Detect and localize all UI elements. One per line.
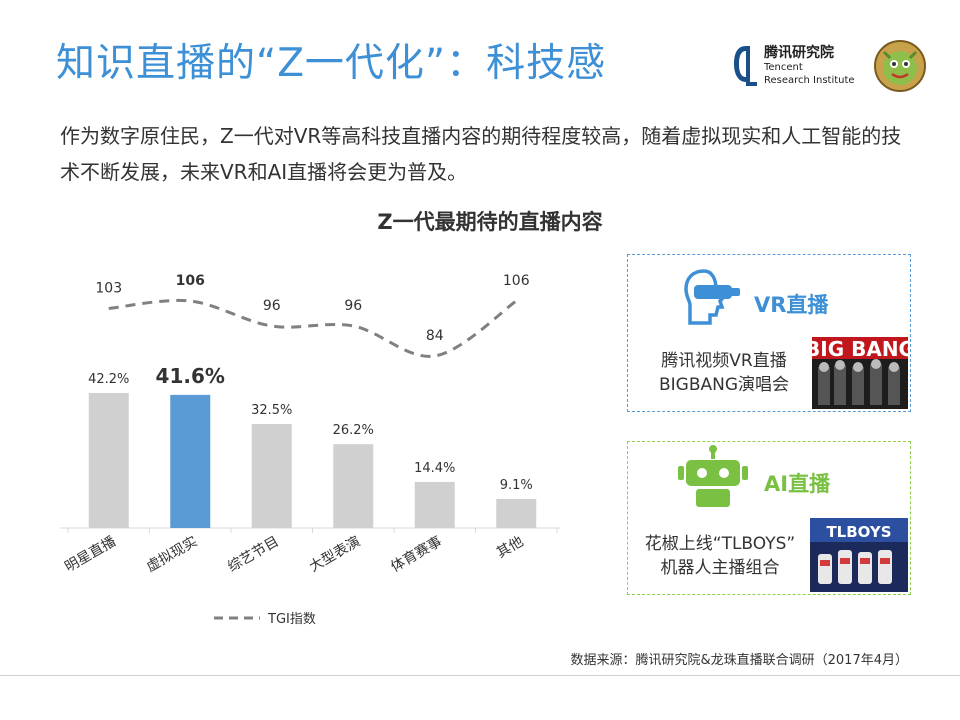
vr-headset-icon xyxy=(684,269,740,325)
ai-live-card: AI直播 花椒上线“TLBOYS” 机器人主播组合 TLBOYS xyxy=(627,441,911,595)
category-label: 综艺节目 xyxy=(225,534,281,576)
bar-value-label: 14.4% xyxy=(414,461,455,476)
bar xyxy=(251,424,292,528)
ai-card-text: 花椒上线“TLBOYS” 机器人主播组合 xyxy=(632,532,808,580)
tgi-value-label: 96 xyxy=(263,298,281,314)
logo-mark-icon xyxy=(734,46,757,86)
logo-en-line1: Tencent xyxy=(764,62,803,73)
vr-card-line1: 腾讯视频VR直播 xyxy=(661,351,787,371)
vr-card-text: 腾讯视频VR直播 BIGBANG演唱会 xyxy=(636,349,812,397)
tgi-bar-line-chart: 42.2% 明星直播 41.6% 虚拟现实 32.5% 综艺节目 26.2% 大型表演 14.4… xyxy=(60,273,560,576)
tgi-line xyxy=(108,298,518,358)
vr-card-line2: BIGBANG演唱会 xyxy=(658,375,790,395)
ai-card-line1: 花椒上线“TLBOYS” xyxy=(644,534,796,554)
bar xyxy=(496,498,537,528)
bar xyxy=(333,444,374,528)
tgi-value-label: 96 xyxy=(344,298,362,314)
bigbang-concert-image: BIG BANG xyxy=(812,337,908,409)
data-source: 数据来源：腾讯研究院&龙珠直播联合调研（2017年4月） xyxy=(570,653,909,668)
logo-cn-text: 腾讯研究院 xyxy=(764,45,834,61)
robot-icon xyxy=(678,445,748,507)
category-label: 明星直播 xyxy=(62,533,119,576)
bar xyxy=(88,392,129,528)
legend-label: TGI指数 xyxy=(268,612,316,627)
category-label: 大型表演 xyxy=(307,534,363,576)
tlboys-robot-image: TLBOYS xyxy=(810,518,908,592)
bar-value-label: 26.2% xyxy=(333,423,374,438)
page-title: 知识直播的“Z一代化”：科技感 xyxy=(56,41,607,86)
tgi-value-label: 106 xyxy=(176,273,205,289)
tgi-value-label: 106 xyxy=(503,273,530,289)
bottom-divider xyxy=(0,675,960,676)
chart-legend: TGI指数 xyxy=(214,608,316,627)
ai-card-line2: 机器人主播组合 xyxy=(660,558,780,578)
category-label: 其他 xyxy=(494,534,526,562)
category-label: 体育赛事 xyxy=(388,534,444,576)
bar-value-label: 42.2% xyxy=(88,372,129,387)
tlboys-thumbnail: TLBOYS xyxy=(810,518,908,592)
description: 作为数字原住民，Z一代对VR等高科技直播内容的期待程度较高，随着虚拟现实和人工智… xyxy=(60,124,902,184)
bar-value-label: 9.1% xyxy=(500,478,533,493)
vr-card-heading: VR直播 xyxy=(754,293,829,317)
tgi-value-label: 103 xyxy=(95,281,122,297)
thumbnail-caption: BIG BANG xyxy=(812,337,908,361)
vr-live-card: VR直播 腾讯视频VR直播 BIGBANG演唱会 BIG BANG xyxy=(627,254,911,412)
tencent-research-logo: 腾讯研究院 Tencent Research Institute xyxy=(730,40,930,100)
mascot-icon xyxy=(874,40,926,92)
chart-title: Z一代最期待的直播内容 xyxy=(377,210,603,234)
bigbang-thumbnail: BIG BANG xyxy=(812,337,908,409)
bar xyxy=(170,394,211,528)
bar xyxy=(414,481,455,528)
thumbnail-caption: TLBOYS xyxy=(826,523,891,541)
bar-value-label: 32.5% xyxy=(251,403,292,418)
category-label: 虚拟现实 xyxy=(144,534,200,576)
ai-card-heading: AI直播 xyxy=(764,472,831,496)
legend-dash-icon xyxy=(214,616,260,619)
logo-en-line2: Research Institute xyxy=(764,75,855,86)
bar-value-label: 41.6% xyxy=(156,364,225,388)
tgi-value-label: 84 xyxy=(426,328,444,344)
